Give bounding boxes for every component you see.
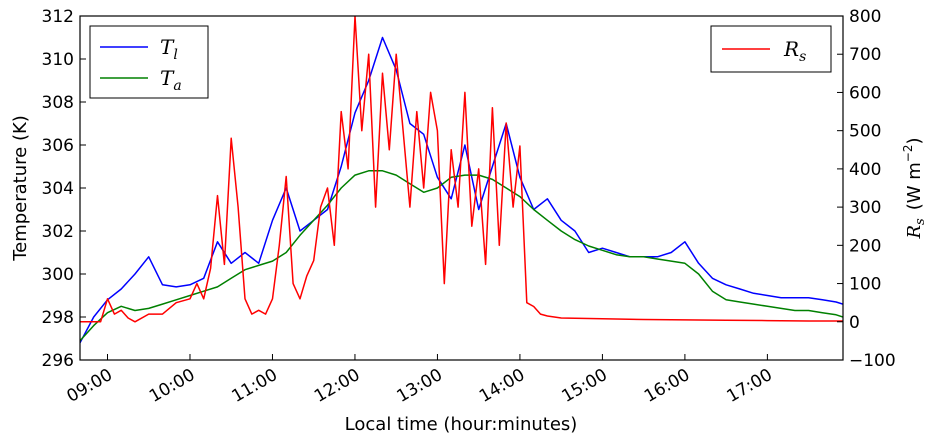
x-tick-label: 17:00 bbox=[723, 365, 775, 407]
x-tick-label: 15:00 bbox=[558, 365, 610, 407]
y-left-tick-label: 302 bbox=[42, 222, 74, 242]
y-right-tick-label: 0 bbox=[849, 313, 860, 333]
series-line-r-s bbox=[80, 16, 843, 323]
x-tick-label: 13:00 bbox=[394, 365, 446, 407]
y-axis-right-title: Rs(W m−2) bbox=[901, 137, 928, 239]
x-tick-label: 09:00 bbox=[64, 365, 116, 407]
legend-label-t-a: Ta bbox=[160, 66, 182, 94]
y-right-tick-label: 200 bbox=[849, 236, 881, 256]
x-tick-label: 11:00 bbox=[229, 365, 281, 407]
legend-right: Rs bbox=[710, 25, 832, 73]
y-right-tick-label: 600 bbox=[849, 83, 881, 103]
y-left-tick-label: 306 bbox=[42, 136, 74, 156]
y-left-tick-label: 298 bbox=[42, 308, 74, 328]
y-left-tick-label: 310 bbox=[42, 50, 74, 70]
y-axis-left: 296 298 300 302 304 306 308 310 312 bbox=[42, 7, 86, 371]
y-right-tick-label: 500 bbox=[849, 122, 881, 142]
y-left-tick-label: 308 bbox=[42, 93, 74, 113]
legend-label-r-s: Rs bbox=[783, 37, 806, 65]
y-axis-right: −100 0 100 200 300 400 500 600 700 800 bbox=[837, 7, 896, 371]
x-tick-label: 12:00 bbox=[311, 365, 363, 407]
legend-left: Tl Ta bbox=[89, 25, 209, 99]
series-line-t-l bbox=[80, 36, 843, 344]
x-axis-title: Local time (hour:minutes) bbox=[345, 414, 578, 435]
legend-label-t-l: Tl bbox=[160, 35, 178, 63]
y-right-tick-label: 700 bbox=[849, 45, 881, 65]
x-tick-label: 10:00 bbox=[146, 365, 198, 407]
y-left-tick-label: 312 bbox=[42, 7, 74, 27]
y-right-tick-label: 800 bbox=[849, 7, 881, 27]
y-left-tick-label: 296 bbox=[42, 351, 74, 371]
y-left-tick-label: 304 bbox=[42, 179, 74, 199]
y-left-tick-label: 300 bbox=[42, 265, 74, 285]
y-right-tick-label: 400 bbox=[849, 160, 881, 180]
x-axis: 09:00 10:00 11:00 12:00 13:00 14:00 15:00 16:00… bbox=[64, 354, 776, 407]
y-right-tick-label: 100 bbox=[849, 275, 881, 295]
y-right-tick-label: −100 bbox=[849, 351, 896, 371]
x-tick-label: 14:00 bbox=[476, 365, 528, 407]
y-axis-left-title: Temperature (K) bbox=[10, 115, 31, 262]
legend-left-box bbox=[89, 25, 209, 99]
x-tick-label: 16:00 bbox=[641, 365, 693, 407]
y-right-tick-label: 300 bbox=[849, 198, 881, 218]
series-line-t-a bbox=[80, 170, 843, 342]
